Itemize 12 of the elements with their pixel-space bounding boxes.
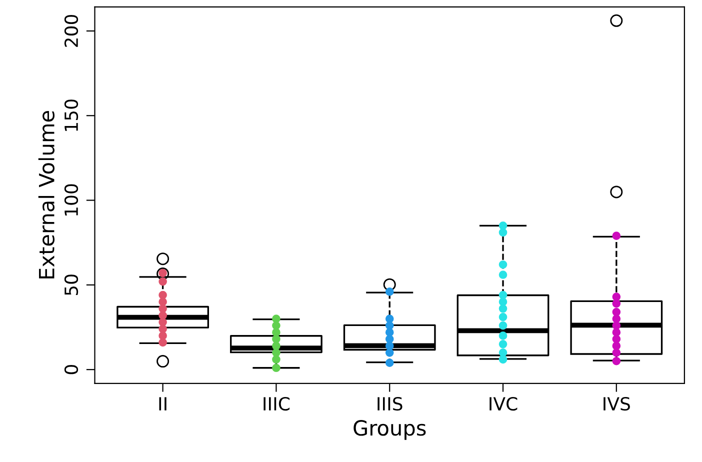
y-axis-title: External Volume <box>38 111 55 278</box>
y-tick-label: 200 <box>64 14 78 47</box>
x-tick-label: IVS <box>604 396 630 411</box>
x-tick-label: IVC <box>490 396 518 411</box>
y-tick-label: 50 <box>64 274 78 296</box>
y-tick-label: 100 <box>64 184 78 216</box>
x-tick-label: IIIC <box>264 396 290 411</box>
x-tick-label: II <box>159 397 166 410</box>
y-tick-label: 0 <box>64 365 78 374</box>
y-tick-label: 150 <box>64 100 78 131</box>
x-tick-label: IIIS <box>378 396 402 411</box>
x-axis-title: Groups <box>354 420 426 440</box>
